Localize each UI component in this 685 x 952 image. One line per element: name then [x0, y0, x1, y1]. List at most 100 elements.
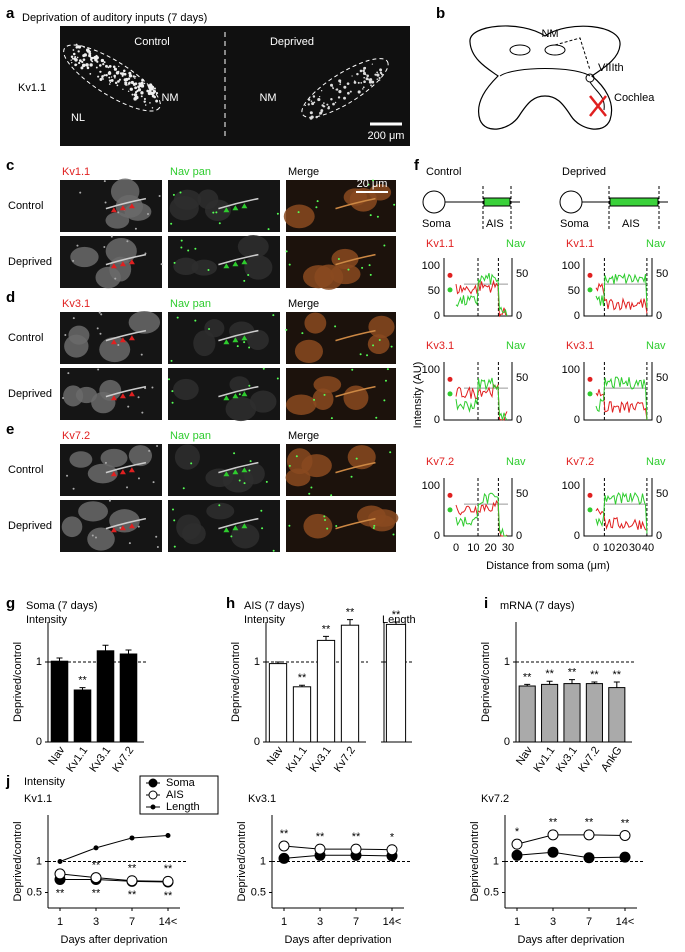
puncta	[176, 316, 179, 319]
channel-label: Nav	[506, 340, 526, 352]
puncta	[117, 343, 120, 346]
panel-letter: d	[6, 289, 15, 306]
puncta	[151, 386, 154, 389]
micrograph-texture	[104, 74, 107, 76]
y-tick-label: 1	[36, 855, 42, 867]
micrograph-texture	[379, 71, 383, 75]
puncta	[376, 215, 379, 218]
cell	[225, 396, 257, 422]
significance: **	[346, 607, 355, 619]
cell	[249, 390, 277, 413]
puncta	[126, 240, 129, 243]
micrograph-texture	[82, 54, 86, 58]
arrowhead	[223, 527, 230, 533]
puncta	[330, 494, 333, 497]
x-tick-label: 7	[353, 916, 359, 928]
channel-label: Nav	[646, 238, 666, 250]
puncta	[308, 492, 311, 495]
micrograph-texture	[346, 82, 350, 86]
x-tick-label: 14<	[616, 916, 635, 928]
y-axis-label: Deprived/control	[480, 642, 492, 722]
arrowhead	[223, 207, 230, 213]
micrograph-texture	[134, 75, 137, 78]
cell	[286, 448, 313, 475]
arrowhead	[223, 263, 230, 269]
arrowhead	[119, 337, 126, 343]
micrograph-texture	[376, 73, 380, 77]
cell	[124, 202, 152, 221]
bar	[563, 683, 581, 743]
micrograph-texture	[337, 96, 341, 99]
micrograph-texture	[339, 83, 341, 86]
panel-letter: j	[5, 773, 10, 790]
axon	[335, 253, 376, 266]
cell	[204, 319, 225, 338]
micrograph-texture	[313, 101, 316, 104]
micrograph-texture	[102, 63, 105, 66]
arrowhead	[110, 263, 117, 269]
puncta	[313, 398, 316, 401]
micrograph-texture	[362, 88, 364, 90]
axon	[105, 253, 147, 266]
panel-letter: h	[226, 595, 235, 612]
puncta	[243, 482, 246, 485]
soma-icon	[422, 190, 446, 214]
micrograph-texture	[379, 68, 383, 72]
micrograph-texture	[149, 102, 151, 104]
x-tick-label: 14<	[159, 916, 178, 928]
image-label: NL	[71, 112, 85, 124]
ais-icon	[609, 197, 659, 207]
puncta	[72, 259, 75, 262]
micrograph-texture	[312, 95, 316, 98]
cell	[128, 445, 153, 467]
puncta	[355, 457, 358, 460]
marker	[547, 846, 559, 858]
row-label: Deprived	[8, 388, 52, 400]
profile-trace	[595, 376, 648, 421]
micrograph-texture	[143, 97, 146, 101]
cell	[244, 255, 273, 280]
cell	[173, 189, 202, 210]
puncta	[323, 393, 326, 396]
cell	[191, 259, 218, 276]
puncta	[324, 519, 327, 522]
micrograph-texture	[357, 81, 360, 84]
puncta	[369, 273, 372, 276]
tick-label: 0	[516, 414, 522, 426]
micrograph-texture	[137, 88, 142, 92]
column-header: Kv7.2	[62, 430, 90, 442]
micrograph-texture	[332, 86, 334, 88]
micrograph-texture	[90, 58, 93, 61]
puncta	[285, 328, 288, 331]
puncta	[137, 396, 140, 399]
soma-dot	[447, 492, 453, 498]
micrograph-texture	[359, 69, 363, 73]
axon	[218, 517, 259, 530]
micrograph-texture	[317, 97, 321, 102]
micrograph-texture	[323, 102, 325, 104]
tick-label: 50	[428, 285, 440, 297]
micrograph-texture	[88, 52, 92, 56]
soma-dot	[587, 376, 593, 382]
legend-marker	[148, 778, 158, 788]
significance: **	[568, 667, 577, 679]
bar	[340, 624, 360, 743]
marker	[165, 832, 171, 838]
significance: **	[56, 887, 65, 899]
cell	[174, 444, 200, 470]
cell	[99, 336, 131, 363]
micrograph-texture	[326, 103, 329, 106]
brainstem-outline	[469, 25, 621, 130]
significance: **	[613, 669, 622, 681]
channel-label: Nav	[646, 340, 666, 352]
cell	[302, 265, 335, 289]
x-tick-label: 10	[603, 542, 615, 554]
puncta	[173, 519, 176, 522]
marker	[278, 852, 290, 864]
puncta	[144, 252, 147, 255]
marker	[314, 843, 326, 855]
error-bar	[591, 681, 598, 684]
channel-label: Kv7.2	[426, 456, 454, 468]
cell	[303, 513, 333, 539]
arrowhead	[110, 395, 117, 401]
